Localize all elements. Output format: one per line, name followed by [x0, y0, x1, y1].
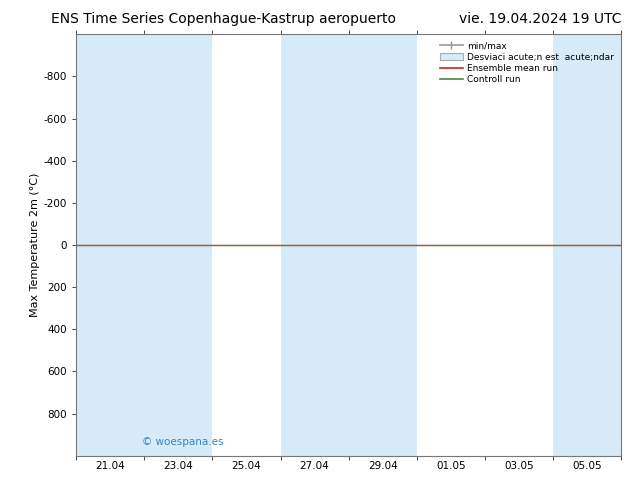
Text: vie. 19.04.2024 19 UTC: vie. 19.04.2024 19 UTC: [459, 12, 621, 26]
Legend: min/max, Desviaci acute;n est  acute;ndar, Ensemble mean run, Controll run: min/max, Desviaci acute;n est acute;ndar…: [437, 39, 617, 87]
Bar: [280, 34, 349, 456]
Text: ENS Time Series Copenhague-Kastrup aeropuerto: ENS Time Series Copenhague-Kastrup aerop…: [51, 12, 396, 26]
Bar: [553, 34, 621, 456]
Bar: [349, 34, 417, 456]
Bar: [144, 34, 212, 456]
Y-axis label: Max Temperature 2m (°C): Max Temperature 2m (°C): [30, 173, 39, 317]
Bar: [76, 34, 144, 456]
Text: © woespana.es: © woespana.es: [141, 437, 223, 447]
